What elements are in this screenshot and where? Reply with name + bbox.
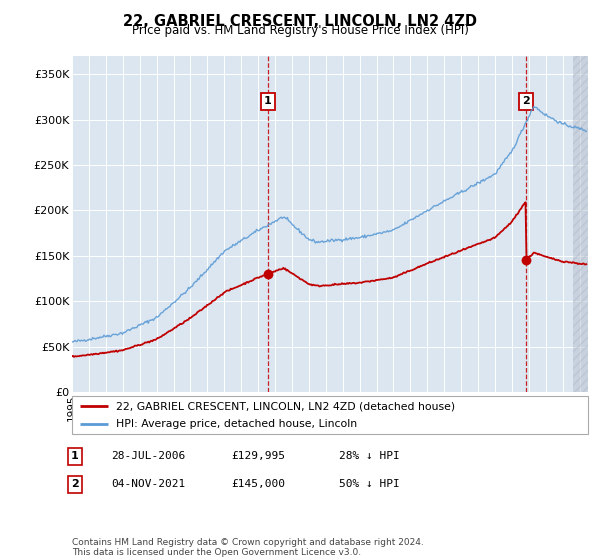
Text: £145,000: £145,000 bbox=[231, 479, 285, 489]
Text: 04-NOV-2021: 04-NOV-2021 bbox=[111, 479, 185, 489]
Text: Contains HM Land Registry data © Crown copyright and database right 2024.
This d: Contains HM Land Registry data © Crown c… bbox=[72, 538, 424, 557]
Text: 2: 2 bbox=[522, 96, 530, 106]
Text: 1: 1 bbox=[71, 451, 79, 461]
Text: 2: 2 bbox=[71, 479, 79, 489]
Text: £129,995: £129,995 bbox=[231, 451, 285, 461]
Text: HPI: Average price, detached house, Lincoln: HPI: Average price, detached house, Linc… bbox=[116, 419, 357, 429]
Text: 22, GABRIEL CRESCENT, LINCOLN, LN2 4ZD: 22, GABRIEL CRESCENT, LINCOLN, LN2 4ZD bbox=[123, 14, 477, 29]
Text: Price paid vs. HM Land Registry's House Price Index (HPI): Price paid vs. HM Land Registry's House … bbox=[131, 24, 469, 36]
Text: 28% ↓ HPI: 28% ↓ HPI bbox=[339, 451, 400, 461]
Bar bbox=[573, 56, 588, 392]
Text: 22, GABRIEL CRESCENT, LINCOLN, LN2 4ZD (detached house): 22, GABRIEL CRESCENT, LINCOLN, LN2 4ZD (… bbox=[116, 401, 455, 411]
Text: 1: 1 bbox=[264, 96, 272, 106]
Point bbox=[263, 269, 272, 278]
FancyBboxPatch shape bbox=[72, 396, 588, 434]
Text: 50% ↓ HPI: 50% ↓ HPI bbox=[339, 479, 400, 489]
Point bbox=[521, 256, 531, 265]
Text: 28-JUL-2006: 28-JUL-2006 bbox=[111, 451, 185, 461]
